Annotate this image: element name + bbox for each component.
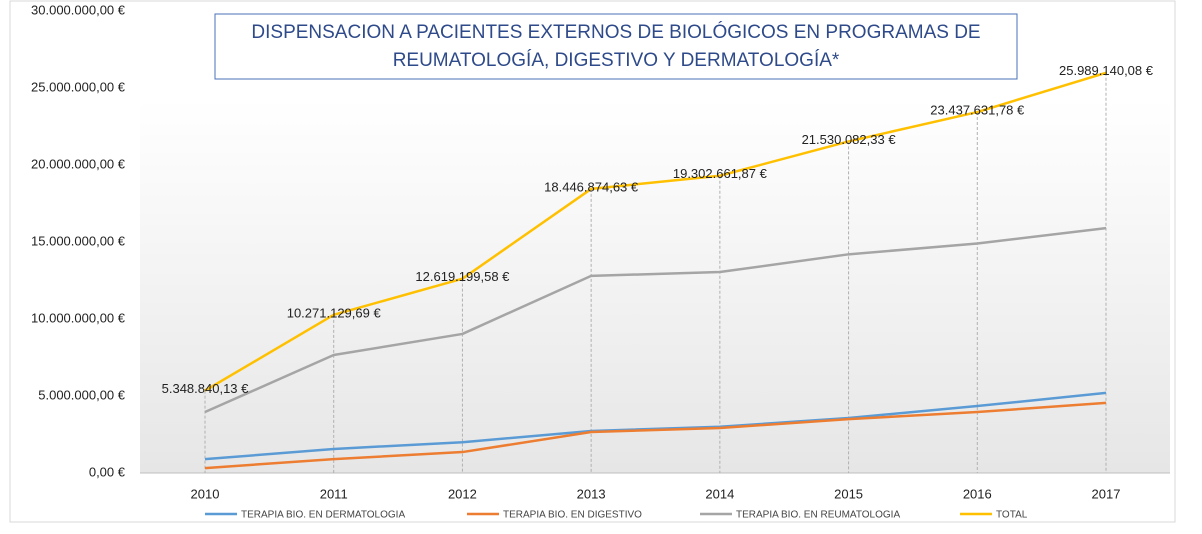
y-tick-label: 10.000.000,00 € <box>31 310 126 325</box>
data-label: 18.446.874,63 € <box>544 179 639 194</box>
x-tick-label: 2010 <box>191 486 220 501</box>
chart-title: DISPENSACION A PACIENTES EXTERNOS DE BIO… <box>251 21 980 43</box>
chart-title: REUMATOLOGÍA, DIGESTIVO Y DERMATOLOGÍA* <box>393 50 840 71</box>
data-label: 10.271.129,69 € <box>287 305 382 320</box>
title-box <box>214 13 1018 80</box>
data-label: 12.619.199,58 € <box>415 269 510 284</box>
data-label: 5.348.840,13 € <box>162 381 250 396</box>
x-tick-label: 2015 <box>834 486 863 501</box>
y-tick-label: 0,00 € <box>89 464 126 479</box>
legend-label: TERAPIA BIO. EN REUMATOLOGIA <box>736 510 900 521</box>
data-label: 25.989.140,08 € <box>1059 63 1154 78</box>
x-tick-label: 2016 <box>963 486 992 501</box>
series-line <box>204 71 1107 392</box>
legend-label: TOTAL <box>996 510 1028 521</box>
x-tick-label: 2014 <box>705 486 734 501</box>
x-tick-label: 2011 <box>320 486 348 501</box>
y-tick-label: 20.000.000,00 € <box>31 156 126 171</box>
y-tick-label: 5.000.000,00 € <box>38 387 126 402</box>
x-tick-label: 2017 <box>1092 486 1121 501</box>
series-line <box>204 401 1107 470</box>
legend-label: TERAPIA BIO. EN DIGESTIVO <box>503 510 642 521</box>
data-label: 23.437.631,78 € <box>930 102 1025 117</box>
legend-label: TERAPIA BIO. EN DERMATOLOGIA <box>241 510 405 521</box>
x-tick-label: 2013 <box>577 486 606 501</box>
y-tick-label: 30.000.000,00 € <box>31 2 126 17</box>
data-label: 21.530.082,33 € <box>802 132 897 147</box>
x-tick-label: 2012 <box>448 486 477 501</box>
y-tick-label: 25.000.000,00 € <box>31 79 126 94</box>
y-tick-label: 15.000.000,00 € <box>31 233 126 248</box>
data-label: 19.302.661,87 € <box>673 166 768 181</box>
plot-area <box>140 100 1170 473</box>
series-line <box>204 226 1107 414</box>
